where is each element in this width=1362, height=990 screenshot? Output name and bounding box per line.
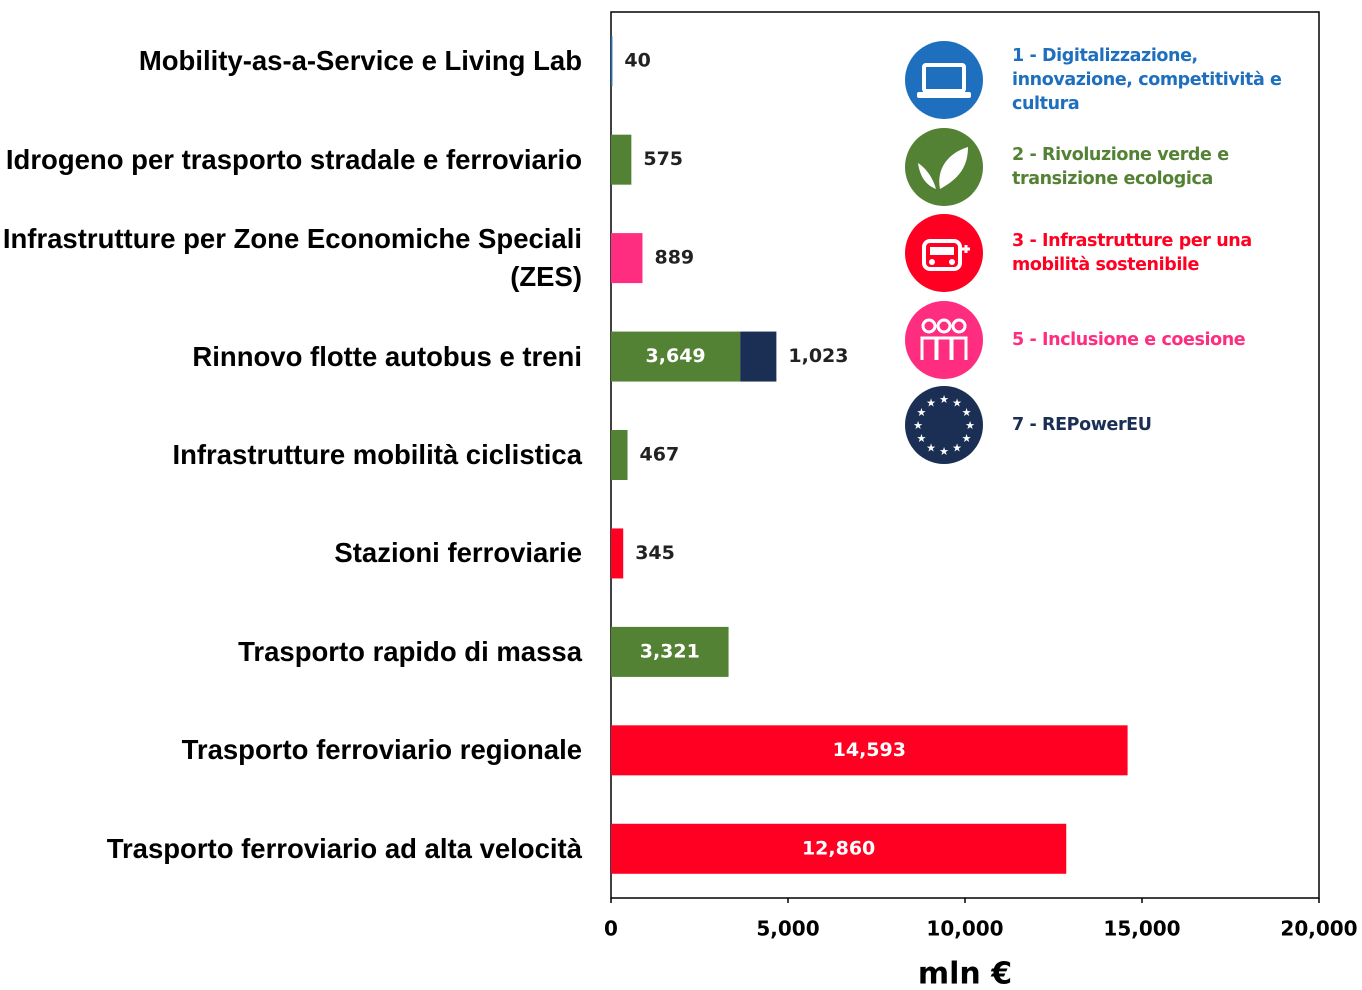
star: ★ [962,407,972,419]
category-label: Infrastrutture mobilità ciclistica [172,439,582,470]
value-label: 40 [624,50,650,72]
x-tick-label: 0 [604,917,618,941]
value-label: 345 [635,542,675,564]
legend-icon [905,214,983,292]
bar [611,528,624,579]
category-label: Trasporto rapido di massa [238,635,582,667]
star: ★ [913,420,923,432]
bar [740,331,777,382]
category-label: Infrastrutture per Zone Economiche Speci… [2,223,582,293]
star: ★ [965,420,975,432]
legend-label: 7 - REPowerEU [1012,415,1152,435]
category-label: Trasporto ferroviario ad alta velocità [106,832,582,864]
legend-label: 5 - Inclusione e coesione [1012,330,1246,350]
x-tick-label: 20,000 [1280,917,1357,941]
x-tick-label: 10,000 [926,917,1003,941]
value-label: 3,649 [646,345,706,367]
value-label: 575 [643,148,683,170]
bar [611,626,729,677]
legend-icon: ★★★★★★★★★ ★ ★★ [905,386,983,464]
value-label: 467 [640,444,680,466]
category-label: Idrogeno per trasporto stradale e ferrov… [5,143,582,175]
legend-label: 3 - Infrastrutture per una mobilità sost… [1012,231,1252,275]
star: ★ [939,394,949,406]
category-label: Trasporto ferroviario regionale [181,734,582,766]
value-label: 12,860 [802,837,875,859]
x-tick-label: 5,000 [756,917,819,941]
legend-icon [905,128,983,206]
bar [611,823,1067,874]
star: ★ [962,433,972,445]
value-label: 889 [654,247,694,269]
star: ★ [917,407,927,419]
star: ★ [917,433,927,445]
bar [611,233,643,284]
star: ★ [926,443,936,455]
bar [611,331,741,382]
star: ★ [952,397,962,409]
star: ★ [952,443,962,455]
legend-label: 1 - Digitalizzazione, innovazione, compe… [1012,46,1282,114]
star: ★ [926,397,936,409]
legend-icon [905,301,983,379]
bar [611,430,628,480]
legend-label: 2 - Rivoluzione verde e transizione ecol… [1012,145,1229,189]
legend-icon [905,41,983,119]
bar [611,36,613,87]
bar [611,725,1128,776]
category-label: Rinnovo flotte autobus e treni [192,340,582,372]
category-label: Mobility-as-a-Service e Living Lab [138,45,582,77]
bar [611,134,632,185]
star: ★ [939,446,949,458]
legend-circle [905,386,983,464]
value-label: 14,593 [833,739,906,761]
legend-circle [905,301,983,379]
legend-circle [905,41,983,119]
x-tick-label: 15,000 [1103,917,1180,941]
category-label: Stazioni ferroviarie [334,537,582,569]
x-axis-label: mln € [918,957,1012,990]
value-label: 3,321 [640,640,700,662]
value-label: 1,023 [788,345,848,367]
